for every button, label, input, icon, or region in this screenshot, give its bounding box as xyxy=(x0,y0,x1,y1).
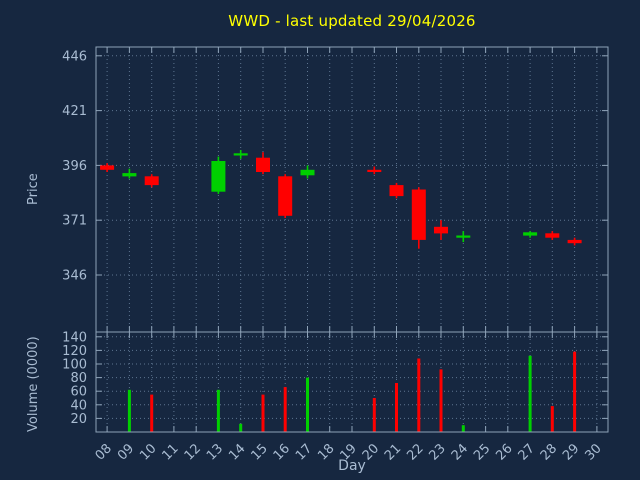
candle xyxy=(144,174,159,188)
svg-text:396: 396 xyxy=(62,159,87,174)
candle-body xyxy=(122,173,137,177)
svg-text:20: 20 xyxy=(70,412,87,427)
candle-body xyxy=(367,169,382,172)
volume-bar xyxy=(528,355,532,432)
candle-body xyxy=(300,169,315,176)
candle xyxy=(233,150,248,159)
volume-series xyxy=(127,351,577,432)
volume-bar xyxy=(550,406,554,432)
volume-bar xyxy=(395,383,398,432)
volume-bar xyxy=(573,351,577,432)
candle-body xyxy=(545,233,560,238)
candle-body xyxy=(523,232,538,236)
svg-text:446: 446 xyxy=(62,49,87,64)
volume-bar xyxy=(461,425,465,432)
candle-body xyxy=(389,185,404,197)
svg-text:371: 371 xyxy=(62,214,87,229)
candle-body xyxy=(456,235,471,238)
candle xyxy=(300,165,315,179)
volume-bar xyxy=(372,398,376,432)
candle xyxy=(456,231,471,243)
candle xyxy=(367,166,382,175)
candle xyxy=(434,220,448,240)
candle-body xyxy=(233,153,248,156)
candle xyxy=(545,231,560,240)
candle-body xyxy=(567,239,582,244)
candlestick-series xyxy=(100,150,582,249)
grid xyxy=(96,47,608,432)
volume-bar xyxy=(150,394,154,432)
chart-title: WWD - last updated 29/04/2026 xyxy=(228,12,476,30)
candle xyxy=(411,187,426,249)
candle-body xyxy=(100,165,115,170)
svg-text:140: 140 xyxy=(62,330,87,345)
volume-bar xyxy=(439,369,443,432)
volume-axis-label: Volume (0000) xyxy=(26,336,41,432)
candle-body xyxy=(411,189,426,240)
candle-body xyxy=(211,161,226,192)
volume-bar xyxy=(261,394,265,432)
candle-body xyxy=(256,157,270,172)
x-axis-label: Day xyxy=(338,458,366,474)
svg-text:120: 120 xyxy=(62,344,87,359)
volume-bar xyxy=(283,387,287,432)
price-axis-label: Price xyxy=(26,173,41,206)
candle xyxy=(567,237,582,246)
candle xyxy=(211,156,226,194)
candle-body xyxy=(144,176,159,186)
volume-bar xyxy=(216,389,220,432)
candle xyxy=(389,182,404,199)
svg-text:40: 40 xyxy=(70,398,87,413)
volume-bar xyxy=(417,358,421,432)
volume-bar xyxy=(239,423,243,432)
svg-text:60: 60 xyxy=(70,385,87,400)
candle xyxy=(100,163,115,172)
volume-bar xyxy=(306,377,309,432)
candle xyxy=(256,152,270,175)
svg-text:346: 346 xyxy=(62,269,87,284)
candle-body xyxy=(278,176,293,216)
svg-text:80: 80 xyxy=(70,371,87,386)
candle xyxy=(523,231,538,238)
svg-text:421: 421 xyxy=(62,104,87,119)
volume-bar xyxy=(127,389,131,432)
price-tick-labels: 346 371 396 421 446 xyxy=(62,49,87,283)
candle-body xyxy=(434,226,448,234)
svg-text:100: 100 xyxy=(62,358,87,373)
candle xyxy=(278,174,293,218)
candle xyxy=(122,168,137,179)
